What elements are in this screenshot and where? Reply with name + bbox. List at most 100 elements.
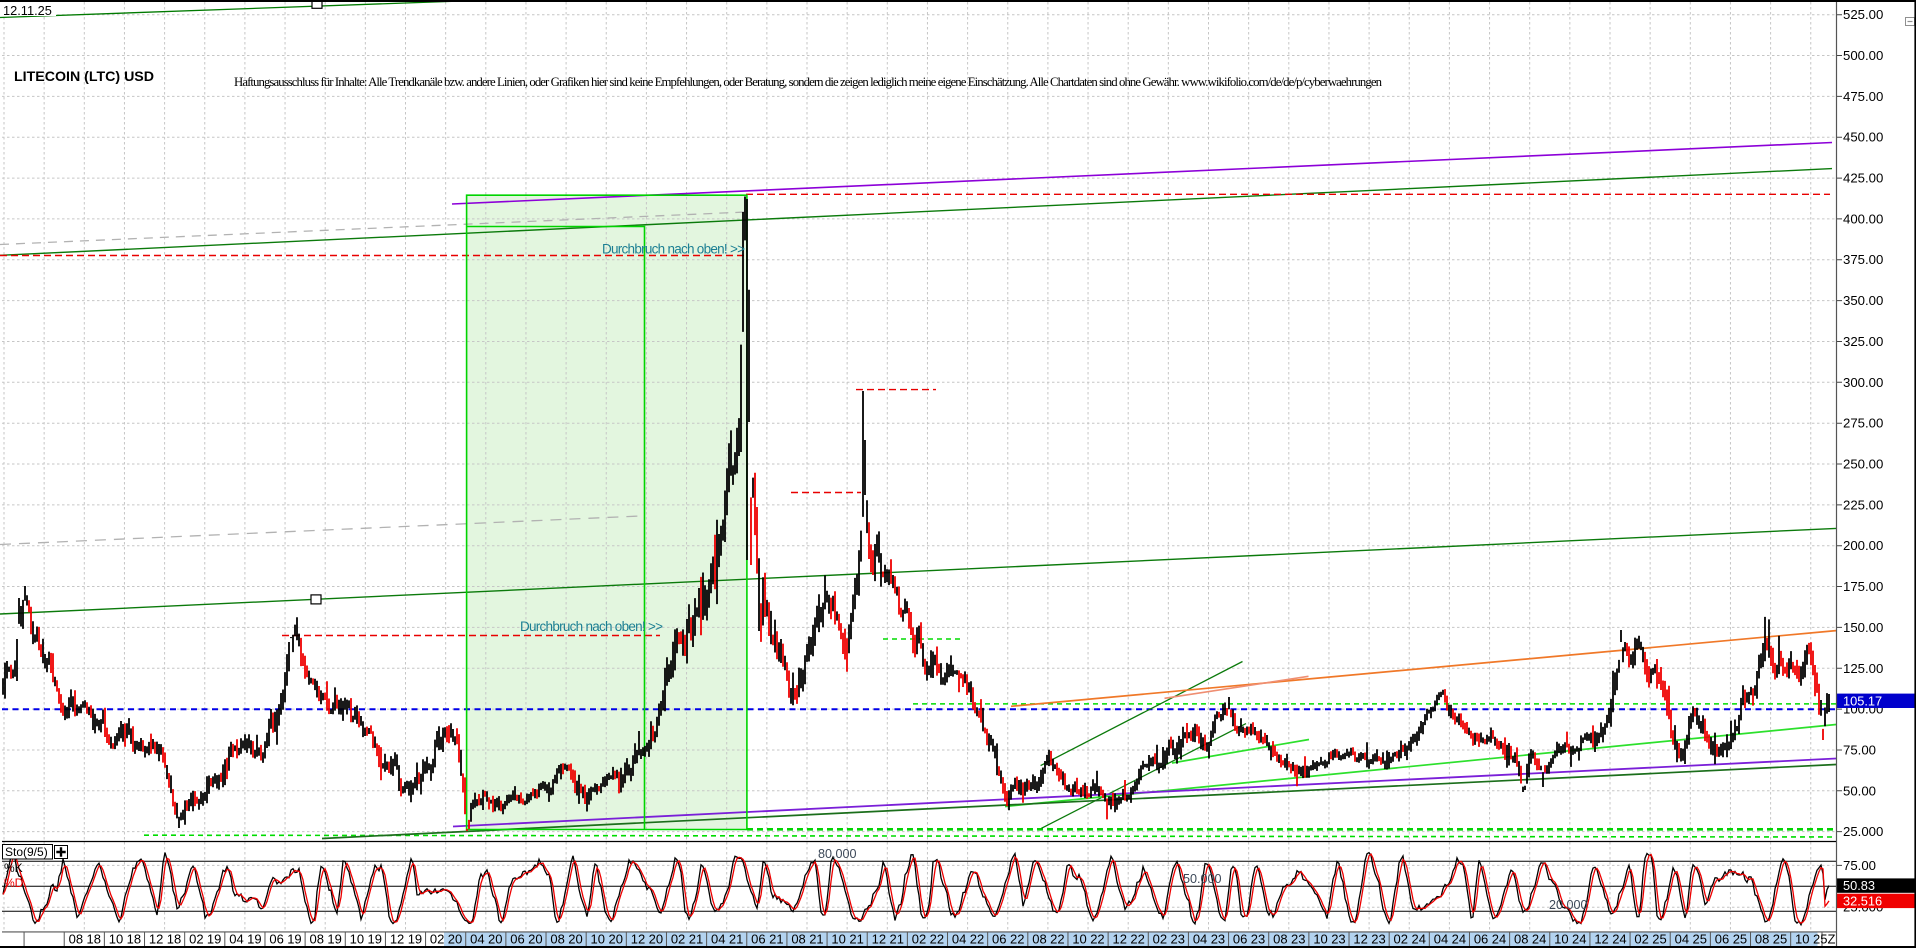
svg-text:10: 10 <box>1313 932 1327 947</box>
svg-text:04: 04 <box>952 932 966 947</box>
svg-text:19: 19 <box>247 932 261 947</box>
svg-text:%D: %D <box>4 876 24 890</box>
svg-text:22: 22 <box>1010 932 1024 947</box>
svg-text:22: 22 <box>1050 932 1064 947</box>
svg-text:04: 04 <box>1193 932 1207 947</box>
svg-text:19: 19 <box>368 932 382 947</box>
svg-text:10: 10 <box>831 932 845 947</box>
svg-text:20: 20 <box>528 932 542 947</box>
svg-text:21: 21 <box>890 932 904 947</box>
svg-text:22: 22 <box>970 932 984 947</box>
svg-text:475.00: 475.00 <box>1843 89 1883 104</box>
svg-text:02: 02 <box>671 932 685 947</box>
svg-text:12: 12 <box>1353 932 1367 947</box>
svg-text:08: 08 <box>310 932 324 947</box>
svg-text:18: 18 <box>87 932 101 947</box>
svg-text:12: 12 <box>1594 932 1608 947</box>
svg-text:Haftungsausschluss für Inhalte: Haftungsausschluss für Inhalte: Alle Tre… <box>234 75 1383 89</box>
svg-text:75.00: 75.00 <box>1843 743 1876 758</box>
svg-text:24: 24 <box>1532 932 1546 947</box>
svg-text:22: 22 <box>1090 932 1104 947</box>
svg-text:08: 08 <box>550 932 564 947</box>
svg-text:10: 10 <box>350 932 364 947</box>
svg-text:400.00: 400.00 <box>1843 211 1883 226</box>
svg-text:06: 06 <box>1233 932 1247 947</box>
svg-text:02: 02 <box>1153 932 1167 947</box>
svg-text:425.00: 425.00 <box>1843 171 1883 186</box>
svg-text:50.83: 50.83 <box>1843 878 1875 893</box>
svg-text:Sto(9/5): Sto(9/5) <box>5 845 48 859</box>
svg-text:02: 02 <box>1394 932 1408 947</box>
svg-text:06: 06 <box>269 932 283 947</box>
svg-text:08: 08 <box>1755 932 1769 947</box>
svg-text:12: 12 <box>872 932 886 947</box>
svg-text:22: 22 <box>930 932 944 947</box>
svg-text:20: 20 <box>488 932 502 947</box>
svg-text:50.00: 50.00 <box>1843 783 1876 798</box>
svg-text:02: 02 <box>912 932 926 947</box>
svg-text:LITECOIN (LTC) USD: LITECOIN (LTC) USD <box>14 69 154 85</box>
svg-text:12: 12 <box>631 932 645 947</box>
svg-text:Z: Z <box>1828 932 1836 947</box>
svg-text:24: 24 <box>1572 932 1586 947</box>
svg-text:04: 04 <box>470 932 484 947</box>
svg-text:24: 24 <box>1452 932 1466 947</box>
svg-text:10: 10 <box>1795 932 1809 947</box>
svg-text:450.00: 450.00 <box>1843 130 1883 145</box>
svg-text:06: 06 <box>510 932 524 947</box>
svg-text:06: 06 <box>1715 932 1729 947</box>
svg-text:19: 19 <box>408 932 422 947</box>
svg-text:25: 25 <box>1773 932 1787 947</box>
svg-text:10: 10 <box>1072 932 1086 947</box>
svg-text:10: 10 <box>591 932 605 947</box>
svg-text:18: 18 <box>127 932 141 947</box>
svg-text:23: 23 <box>1211 932 1225 947</box>
svg-text:23: 23 <box>1251 932 1265 947</box>
svg-text:500.00: 500.00 <box>1843 48 1883 63</box>
svg-text:04: 04 <box>1434 932 1448 947</box>
svg-text:21: 21 <box>689 932 703 947</box>
svg-text:20: 20 <box>568 932 582 947</box>
svg-text:04: 04 <box>229 932 243 947</box>
svg-text:24: 24 <box>1612 932 1626 947</box>
svg-text:21: 21 <box>729 932 743 947</box>
svg-text:20: 20 <box>609 932 623 947</box>
svg-text:12: 12 <box>1113 932 1127 947</box>
svg-text:10: 10 <box>1554 932 1568 947</box>
svg-text:24: 24 <box>1412 932 1426 947</box>
svg-text:275.00: 275.00 <box>1843 416 1883 431</box>
svg-text:24: 24 <box>1492 932 1506 947</box>
svg-text:08: 08 <box>69 932 83 947</box>
svg-text:04: 04 <box>1675 932 1689 947</box>
svg-text:350.00: 350.00 <box>1843 293 1883 308</box>
svg-text:50.000: 50.000 <box>1183 872 1222 886</box>
svg-text:225.00: 225.00 <box>1843 497 1883 512</box>
svg-text:02: 02 <box>1634 932 1648 947</box>
svg-text:08: 08 <box>791 932 805 947</box>
svg-text:02: 02 <box>430 932 444 947</box>
svg-text:300.00: 300.00 <box>1843 375 1883 390</box>
svg-text:23: 23 <box>1331 932 1345 947</box>
svg-text:25.000: 25.000 <box>1843 824 1883 839</box>
svg-text:22: 22 <box>1130 932 1144 947</box>
svg-text:105.17: 105.17 <box>1843 693 1882 708</box>
svg-text:Durchbruch nach oben! >>: Durchbruch nach oben! >> <box>520 619 663 634</box>
svg-text:375.00: 375.00 <box>1843 252 1883 267</box>
svg-text:21: 21 <box>849 932 863 947</box>
svg-text:23: 23 <box>1291 932 1305 947</box>
svg-text:25: 25 <box>1733 932 1747 947</box>
svg-text:08: 08 <box>1273 932 1287 947</box>
svg-text:200.00: 200.00 <box>1843 538 1883 553</box>
svg-text:75.00: 75.00 <box>1843 858 1876 873</box>
svg-text:04: 04 <box>711 932 725 947</box>
svg-text:06: 06 <box>751 932 765 947</box>
svg-text:25: 25 <box>1813 932 1827 947</box>
svg-text:18: 18 <box>167 932 181 947</box>
svg-text:32.516: 32.516 <box>1843 893 1882 908</box>
svg-text:25: 25 <box>1652 932 1666 947</box>
svg-text:21: 21 <box>769 932 783 947</box>
svg-text:Durchbruch nach oben! >>: Durchbruch nach oben! >> <box>602 242 745 257</box>
svg-text:250.00: 250.00 <box>1843 457 1883 472</box>
svg-text:%K: %K <box>4 861 23 875</box>
svg-text:325.00: 325.00 <box>1843 334 1883 349</box>
